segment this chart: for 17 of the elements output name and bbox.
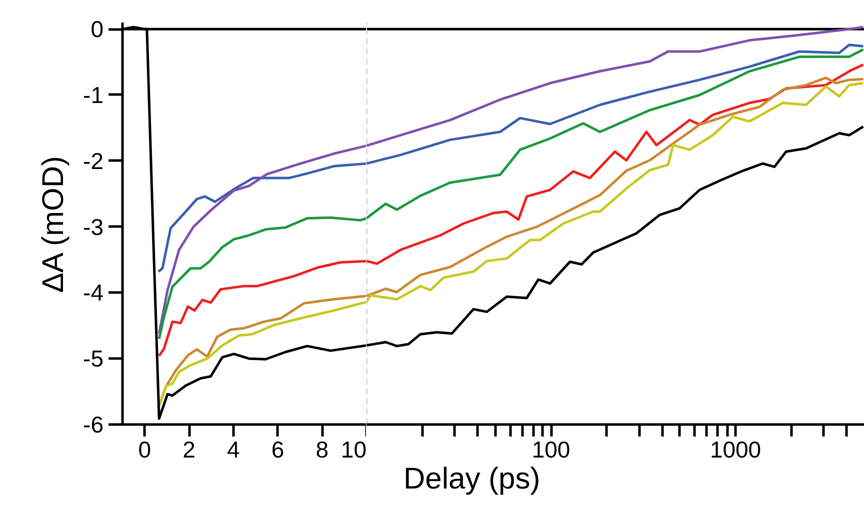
x-tick-label: 100 bbox=[532, 436, 570, 462]
y-tick-label: -1 bbox=[83, 82, 104, 108]
x-tick-label: 2 bbox=[182, 436, 196, 462]
y-tick-label: -6 bbox=[83, 412, 104, 438]
x-tick-label: 4 bbox=[227, 436, 240, 462]
y-axis-title: ΔA (mOD) bbox=[37, 156, 70, 293]
y-tick-label: -5 bbox=[83, 346, 104, 372]
x-tick-label: 8 bbox=[316, 436, 329, 462]
y-tick-label: -2 bbox=[83, 148, 104, 174]
x-axis-title: Delay (ps) bbox=[404, 462, 540, 496]
y-tick-label: 0 bbox=[90, 16, 104, 42]
y-tick-label: -4 bbox=[83, 280, 104, 306]
x-tick-label: 6 bbox=[271, 436, 284, 462]
y-tick-label: -3 bbox=[83, 214, 104, 240]
x-tick-label: 1000 bbox=[710, 436, 762, 462]
x-tick-label: 10 bbox=[340, 436, 367, 462]
x-tick-label: 0 bbox=[138, 436, 152, 462]
